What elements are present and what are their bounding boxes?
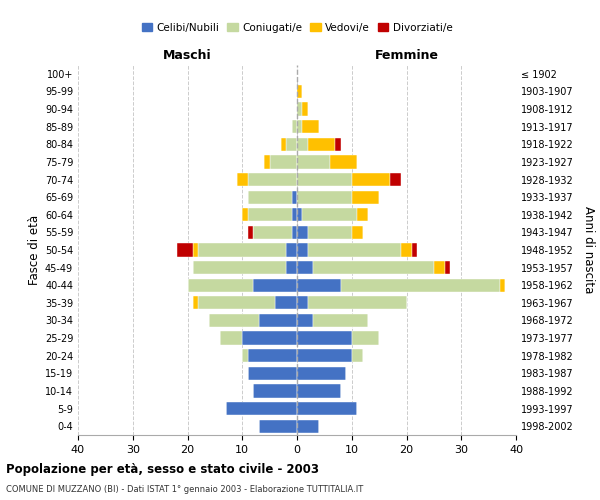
Bar: [199, 244, 286, 256]
Bar: [445, 261, 451, 274]
Bar: [297, 349, 352, 362]
Bar: [297, 261, 313, 274]
Bar: [302, 208, 357, 222]
Legend: Celibi/Nubili, Coniugati/e, Vedovi/e, Divorziati/e: Celibi/Nubili, Coniugati/e, Vedovi/e, Di…: [137, 18, 457, 36]
Bar: [302, 120, 319, 134]
Bar: [412, 244, 418, 256]
Bar: [286, 261, 297, 274]
Bar: [259, 314, 297, 327]
Bar: [297, 173, 352, 186]
Bar: [176, 244, 193, 256]
Text: Femmine: Femmine: [374, 50, 439, 62]
Bar: [248, 366, 297, 380]
Bar: [308, 244, 401, 256]
Bar: [352, 349, 362, 362]
Bar: [297, 402, 357, 415]
Bar: [269, 156, 297, 168]
Bar: [335, 138, 341, 151]
Bar: [292, 120, 297, 134]
Y-axis label: Fasce di età: Fasce di età: [28, 215, 41, 285]
Bar: [297, 102, 302, 116]
Bar: [434, 261, 445, 274]
Bar: [297, 296, 308, 310]
Bar: [297, 138, 308, 151]
Bar: [390, 173, 401, 186]
Bar: [264, 156, 269, 168]
Bar: [242, 332, 297, 344]
Bar: [297, 85, 302, 98]
Bar: [297, 366, 346, 380]
Bar: [253, 278, 297, 292]
Bar: [281, 138, 286, 151]
Bar: [297, 226, 308, 239]
Bar: [500, 278, 505, 292]
Bar: [286, 138, 297, 151]
Bar: [308, 138, 335, 151]
Bar: [352, 190, 379, 204]
Bar: [242, 208, 248, 222]
Bar: [297, 244, 308, 256]
Bar: [292, 226, 297, 239]
Bar: [187, 278, 253, 292]
Bar: [193, 261, 286, 274]
Bar: [248, 226, 253, 239]
Bar: [297, 314, 313, 327]
Bar: [237, 173, 248, 186]
Text: COMUNE DI MUZZANO (BI) - Dati ISTAT 1° gennaio 2003 - Elaborazione TUTTITALIA.IT: COMUNE DI MUZZANO (BI) - Dati ISTAT 1° g…: [6, 485, 363, 494]
Bar: [297, 278, 341, 292]
Bar: [226, 402, 297, 415]
Y-axis label: Anni di nascita: Anni di nascita: [582, 206, 595, 294]
Bar: [275, 296, 297, 310]
Bar: [259, 420, 297, 433]
Text: Maschi: Maschi: [163, 50, 212, 62]
Bar: [297, 420, 319, 433]
Bar: [248, 173, 297, 186]
Bar: [292, 208, 297, 222]
Bar: [193, 296, 199, 310]
Bar: [248, 190, 292, 204]
Bar: [341, 278, 500, 292]
Bar: [297, 332, 352, 344]
Bar: [220, 332, 242, 344]
Bar: [297, 384, 341, 398]
Bar: [297, 190, 352, 204]
Bar: [242, 349, 248, 362]
Bar: [248, 349, 297, 362]
Bar: [199, 296, 275, 310]
Bar: [352, 332, 379, 344]
Bar: [352, 226, 362, 239]
Bar: [330, 156, 357, 168]
Bar: [253, 226, 292, 239]
Bar: [297, 156, 330, 168]
Bar: [352, 173, 390, 186]
Bar: [286, 244, 297, 256]
Bar: [357, 208, 368, 222]
Bar: [308, 226, 352, 239]
Text: Popolazione per età, sesso e stato civile - 2003: Popolazione per età, sesso e stato civil…: [6, 462, 319, 475]
Bar: [248, 208, 292, 222]
Bar: [313, 261, 434, 274]
Bar: [308, 296, 407, 310]
Bar: [302, 102, 308, 116]
Bar: [297, 208, 302, 222]
Bar: [297, 120, 302, 134]
Bar: [313, 314, 368, 327]
Bar: [209, 314, 259, 327]
Bar: [253, 384, 297, 398]
Bar: [292, 190, 297, 204]
Bar: [193, 244, 199, 256]
Bar: [401, 244, 412, 256]
